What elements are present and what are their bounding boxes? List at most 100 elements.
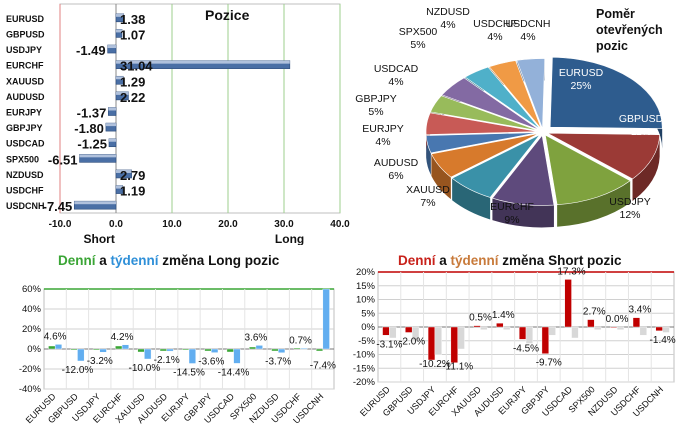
data-label-nzdusd: 0.0% (606, 314, 629, 325)
bar-highlight-eurjpy (108, 107, 116, 111)
bar-denn--gbpjpy (541, 326, 549, 354)
data-label-spx500: 2.7% (583, 307, 606, 318)
data-label-usdchf: 3.4% (628, 305, 651, 316)
category-label-usdjpy: USDJPY (6, 45, 42, 55)
long-axis-label: Long (275, 232, 304, 245)
pie-label-usdcad: USDCAD (374, 63, 419, 75)
title-part: a (96, 253, 111, 268)
data-label-gbpjpy: -9.7% (536, 358, 562, 369)
bar-highlight-audusd (116, 91, 129, 95)
data-label-usdcnh: -1.4% (650, 335, 676, 346)
bar-highlight-usdcad (109, 138, 116, 142)
pie-label-eurchf: EURCHF (490, 201, 534, 213)
y-tick-label: -5% (358, 336, 375, 347)
x-tick-label: 40.0 (330, 219, 350, 230)
bar-denn--usdcnh (655, 326, 663, 332)
title-part: týdenní (451, 253, 500, 268)
category-label-usdchf: USDCHF (6, 186, 44, 196)
pie-slice-usdchf (488, 60, 542, 129)
x-tick-label: 20.0 (218, 219, 238, 230)
bar-highlight-gbpusd (116, 29, 122, 33)
y-tick-label: 0% (27, 344, 41, 355)
bar-denn--nzdusd (610, 326, 618, 329)
bar-t-denn--audusd (503, 326, 511, 330)
pie-label-eurjpy: EURJPY (362, 123, 403, 135)
bar-t-denn--usdcad (233, 348, 241, 364)
title-part: změna Short pozic (499, 253, 623, 268)
bar-denn--eurjpy (518, 326, 527, 340)
pie-value-eurchf: 9% (504, 214, 519, 226)
bar-denn--eurchf (115, 345, 123, 350)
data-label-gbpusd: -12.0% (62, 365, 94, 376)
data-label-eurjpy: -14.5% (173, 368, 205, 379)
open-positions-pie-panel: EURUSD 25% GBPUSD 11% USDJPY 12% EURCHF 9% XAUUS… (350, 0, 680, 245)
y-tick-label: 5% (361, 308, 375, 319)
bar-highlight-gbpjpy (105, 123, 116, 127)
pie-side-eurjpy (426, 135, 431, 175)
bar-t-denn--usdchf (300, 348, 308, 350)
data-label-usdcnh: -7.4% (310, 360, 336, 371)
bar-t-denn--eurusd (389, 326, 397, 339)
bar-t-denn--nzdusd (278, 348, 286, 353)
pie-label-usdjpy: USDJPY (609, 196, 650, 208)
data-label-xauusd: 0.5% (469, 313, 492, 324)
pie-title-line: Poměr (596, 7, 635, 21)
data-label-usdchf: 0.7% (289, 335, 312, 346)
bar-highlight-nzdusd (116, 169, 132, 173)
title-part: týdenní (111, 253, 160, 268)
bar-t-denn--spx500 (594, 326, 602, 330)
pie-slice-gbpjpy (425, 112, 539, 135)
bar-denn--eurchf (450, 326, 458, 363)
bar-t-denn--eurchf (457, 326, 465, 350)
positions-chart-panel: Pozice EURUSD 1.38 GBPUSD 1.07 USDJPY -1.49 EUR… (0, 0, 350, 246)
pie-value-usdchf: 4% (487, 31, 502, 43)
value-label-gbpusd: 1.07 (120, 27, 145, 42)
bar-denn--nzdusd (271, 348, 279, 352)
data-label-usdjpy: -10.2% (419, 359, 451, 370)
pie-value-nzdusd: 4% (440, 19, 455, 31)
pie-slice-xauusd (451, 134, 541, 198)
chart-title: Denní a týdenní změna Short pozic (398, 253, 622, 268)
pie-slice-nzdusd (464, 66, 541, 130)
y-tick-label: 0% (361, 322, 375, 333)
data-label-eurusd: 4.6% (44, 331, 67, 342)
y-tick-label: 20% (356, 267, 376, 278)
pie-value-xauusd: 7% (420, 197, 435, 209)
bar-denn--gbpjpy (204, 348, 212, 352)
y-tick-label: 60% (22, 284, 42, 295)
bar-t-denn--usdcnh (322, 288, 330, 350)
pie-slice-gbpusd (547, 132, 660, 180)
bar-t-denn--usdjpy (99, 348, 107, 353)
data-label-audusd: 1.4% (492, 310, 515, 321)
pie-side-gbpusd (632, 134, 660, 201)
bar-highlight-usdjpy (107, 45, 116, 49)
bar-denn--eurusd (382, 326, 390, 336)
bar-t-denn--eurjpy (188, 348, 196, 364)
chart-title: Denní a týdenní změna Long pozic (58, 253, 280, 268)
bar-t-denn--usdcnh (662, 326, 670, 333)
bar-denn--usdjpy (427, 326, 436, 361)
bar-highlight-eurusd (116, 13, 124, 17)
y-tick-label: -20% (19, 364, 42, 375)
bar-highlight-xauusd (116, 76, 124, 80)
pie-value-eurusd: 25% (570, 80, 591, 92)
x-tick-label: 0.0 (109, 219, 123, 230)
pie-slice-spx500 (441, 77, 540, 131)
bar-t-denn--spx500 (255, 345, 263, 350)
chart-title: Pozice (205, 7, 250, 23)
value-label-eurjpy: -1.37 (77, 106, 107, 121)
data-label-eurchf: 4.2% (111, 332, 134, 343)
bar-denn--usdjpy (92, 348, 100, 351)
y-tick-label: -20% (353, 377, 376, 388)
y-tick-label: 10% (356, 295, 376, 306)
value-label-audusd: 2.22 (120, 90, 145, 105)
bar-t-denn--eurusd (54, 344, 63, 350)
value-label-usdjpy: -1.49 (76, 43, 106, 58)
data-label-usdcad: 17.3% (557, 266, 585, 277)
pie-label-audusd: AUDUSD (374, 157, 419, 169)
pie-slice-eurjpy (425, 132, 539, 154)
y-tick-label: -10% (353, 350, 376, 361)
pie-slice-eurusd (549, 56, 663, 129)
short-axis-label: Short (84, 232, 115, 245)
data-label-xauusd: -10.0% (129, 363, 161, 374)
